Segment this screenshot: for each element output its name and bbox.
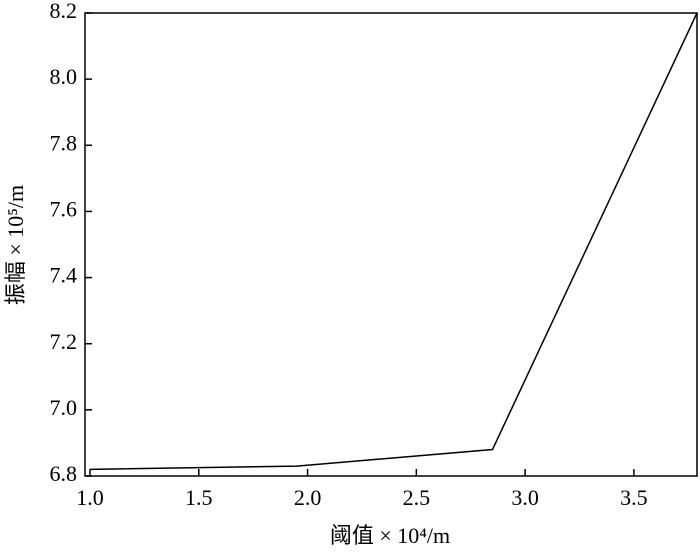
y-tick-label: 6.8 (50, 461, 78, 486)
plot-frame (84, 12, 698, 477)
y-tick-label: 8.2 (50, 0, 78, 23)
data-line (89, 12, 698, 471)
x-tick-label: 3.0 (511, 485, 539, 510)
y-tick-label: 7.0 (50, 395, 78, 420)
x-axis-label: 阈值 × 10⁴/m (330, 523, 450, 548)
x-tick-label: 1.0 (76, 485, 104, 510)
x-tick-label: 3.5 (620, 485, 648, 510)
y-axis-label: 振幅 × 10⁵/m (3, 185, 28, 305)
x-tick-label: 1.5 (185, 485, 213, 510)
x-tick-label: 2.5 (403, 485, 431, 510)
y-tick-label: 8.0 (50, 64, 78, 89)
y-tick-label: 7.8 (50, 130, 78, 155)
x-tick-label: 2.0 (294, 485, 322, 510)
y-tick-label: 7.2 (50, 329, 78, 354)
y-tick-label: 7.6 (50, 196, 78, 221)
y-tick-label: 7.4 (50, 263, 78, 288)
